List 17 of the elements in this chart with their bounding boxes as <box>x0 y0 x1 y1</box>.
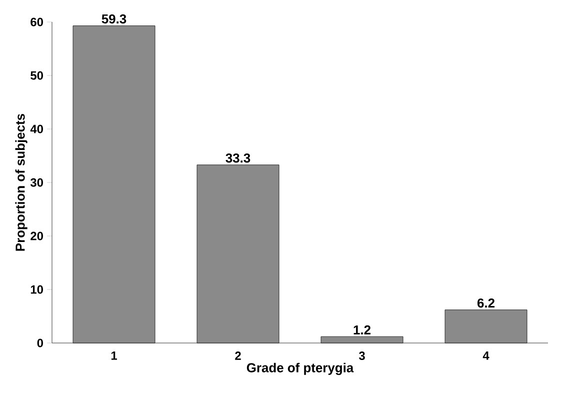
y-tick-label: 60 <box>30 18 43 26</box>
x-tick-label: 1 <box>111 352 117 360</box>
y-tick-label: 50 <box>30 71 43 80</box>
x-axis-title: Grade of pterygia <box>246 362 354 375</box>
y-axis-title: Proportion of subjects <box>15 114 28 251</box>
y-tick-label: 30 <box>30 178 43 187</box>
data-label: 33.3 <box>226 153 250 163</box>
y-tick-label: 40 <box>30 124 43 134</box>
y-tick-label: 0 <box>37 338 43 348</box>
y-tick-label: 10 <box>30 285 43 294</box>
x-tick-label: 2 <box>235 352 241 360</box>
y-tick-label: 20 <box>30 232 43 240</box>
data-label: 6.2 <box>477 298 494 308</box>
x-tick-label: 3 <box>358 352 365 360</box>
data-label: 59.3 <box>102 14 126 24</box>
data-label: 1.2 <box>354 325 370 334</box>
x-tick-label: 4 <box>482 352 490 360</box>
